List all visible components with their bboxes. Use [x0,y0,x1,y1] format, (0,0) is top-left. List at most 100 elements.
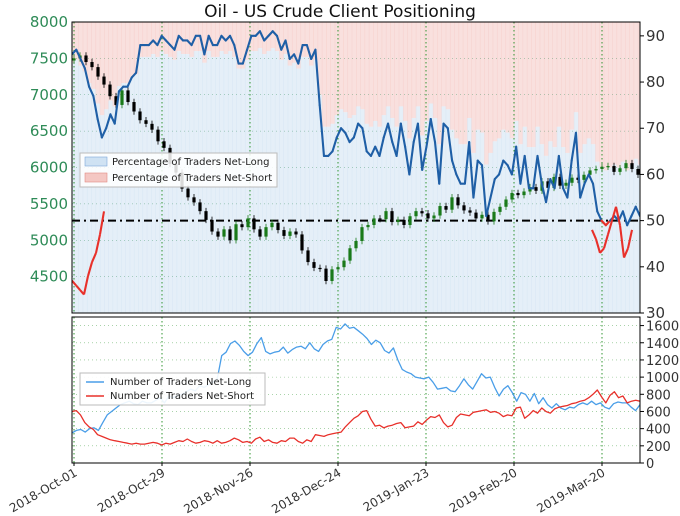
legend-long-count-label: Number of Traders Net-Long [110,377,251,388]
positioning-segment [438,122,445,185]
positioning-segment [480,164,488,218]
long-share-bar [625,170,630,313]
positioning-segment [404,145,411,176]
short-share-bar [449,22,455,130]
short-positioning-segment [610,206,618,221]
price-tick-label: 5500 [30,195,68,213]
positioning-segment [425,117,432,148]
short-share-bar [377,22,383,127]
date-tick-label: 2018-Oct-29 [95,465,167,515]
positioning-segment [587,173,595,185]
positioning-segment [485,196,492,218]
candle-body [294,231,298,235]
positioning-segment [284,39,291,61]
positioning-segment [515,145,522,185]
short-positioning-segment [618,225,626,258]
short-share-bar [244,22,250,60]
short-share-bar [373,22,378,121]
long-share-bar [582,144,588,313]
candle-body [330,269,334,281]
short-positioning-segment [91,252,97,263]
positioning-segment [305,44,313,61]
long-share-bar [484,164,489,313]
bottom-panel-frame [71,316,641,464]
short-share-bar [210,22,216,57]
short-share-bar [479,22,485,133]
candle-body [456,197,460,206]
short-share-bar [565,22,571,153]
long-share-bar [129,77,135,313]
short-positioning-segment [626,229,634,249]
candle-body [324,268,328,281]
long-share-bar [573,112,579,313]
legend-net-long-label: Percentage of Traders Net-Long [112,157,270,168]
positioning-segment [455,173,462,185]
candle-body [360,227,364,241]
short-share-bar [343,22,349,113]
short-positioning-segment [94,234,102,254]
long-share-bar [428,103,434,313]
short-share-bar [518,22,524,145]
short-positioning-segment [602,234,610,249]
candle-body [276,222,280,231]
candle-body [264,227,268,237]
short-share-bar [445,22,451,110]
candle-body [108,84,112,97]
candle-body [222,229,226,237]
candle-body [192,197,196,203]
long-share-bar [535,126,541,313]
positioning-segment [352,122,360,139]
short-share-bar [304,22,310,57]
long-share-bar [373,120,378,313]
positioning-segment [369,145,377,158]
short-share-bar [637,22,640,165]
short-share-bar [257,22,263,49]
positioning-segment [553,154,560,190]
long-share-bar [565,152,571,313]
positioning-segment [228,34,236,47]
short-share-bar [262,22,267,55]
long-share-bar [612,164,618,313]
long-share-bar [590,144,596,313]
positioning-segment [275,34,283,51]
positioning-segment [241,48,249,65]
short-share-bar [287,22,293,66]
long-share-bar [595,161,601,313]
positioning-segment [626,214,633,227]
short-share-bar [91,22,97,89]
positioning-segment [344,131,351,144]
chart-title: Oil - US Crude Client Positioning [204,2,476,22]
short-share-bar [543,22,549,156]
long-share-bar [420,135,425,313]
candle-body [444,206,448,210]
short-share-bar [402,22,408,121]
long-share-bar [347,118,353,313]
positioning-segment [246,34,253,51]
short-share-bar [471,22,477,153]
positioning-segment [621,210,629,227]
positioning-segment [579,182,586,199]
positioning-segment [536,154,543,185]
count-tick-label: 1200 [646,354,679,369]
short-share-bar [215,22,220,57]
candle-body [126,90,130,103]
short-positioning-segment [606,220,614,235]
long-share-bar [629,164,635,313]
positioning-segment [105,113,112,130]
short-share-bar [590,22,596,145]
candle-body [420,211,424,214]
candle-body [378,218,382,220]
candle-body [516,192,520,196]
price-tick-label: 4500 [30,268,68,286]
long-share-bar [330,123,336,313]
candle-body [534,187,538,191]
short-share-bar [629,22,635,165]
long-share-bar [72,62,75,313]
percent-tick-label: 60 [646,165,665,183]
long-share-bar [488,152,494,313]
short-share-bar [411,22,417,119]
positioning-segment [92,94,99,121]
long-share-bar [381,115,387,313]
long-share-bar [539,144,545,313]
short-share-bar [415,22,421,107]
